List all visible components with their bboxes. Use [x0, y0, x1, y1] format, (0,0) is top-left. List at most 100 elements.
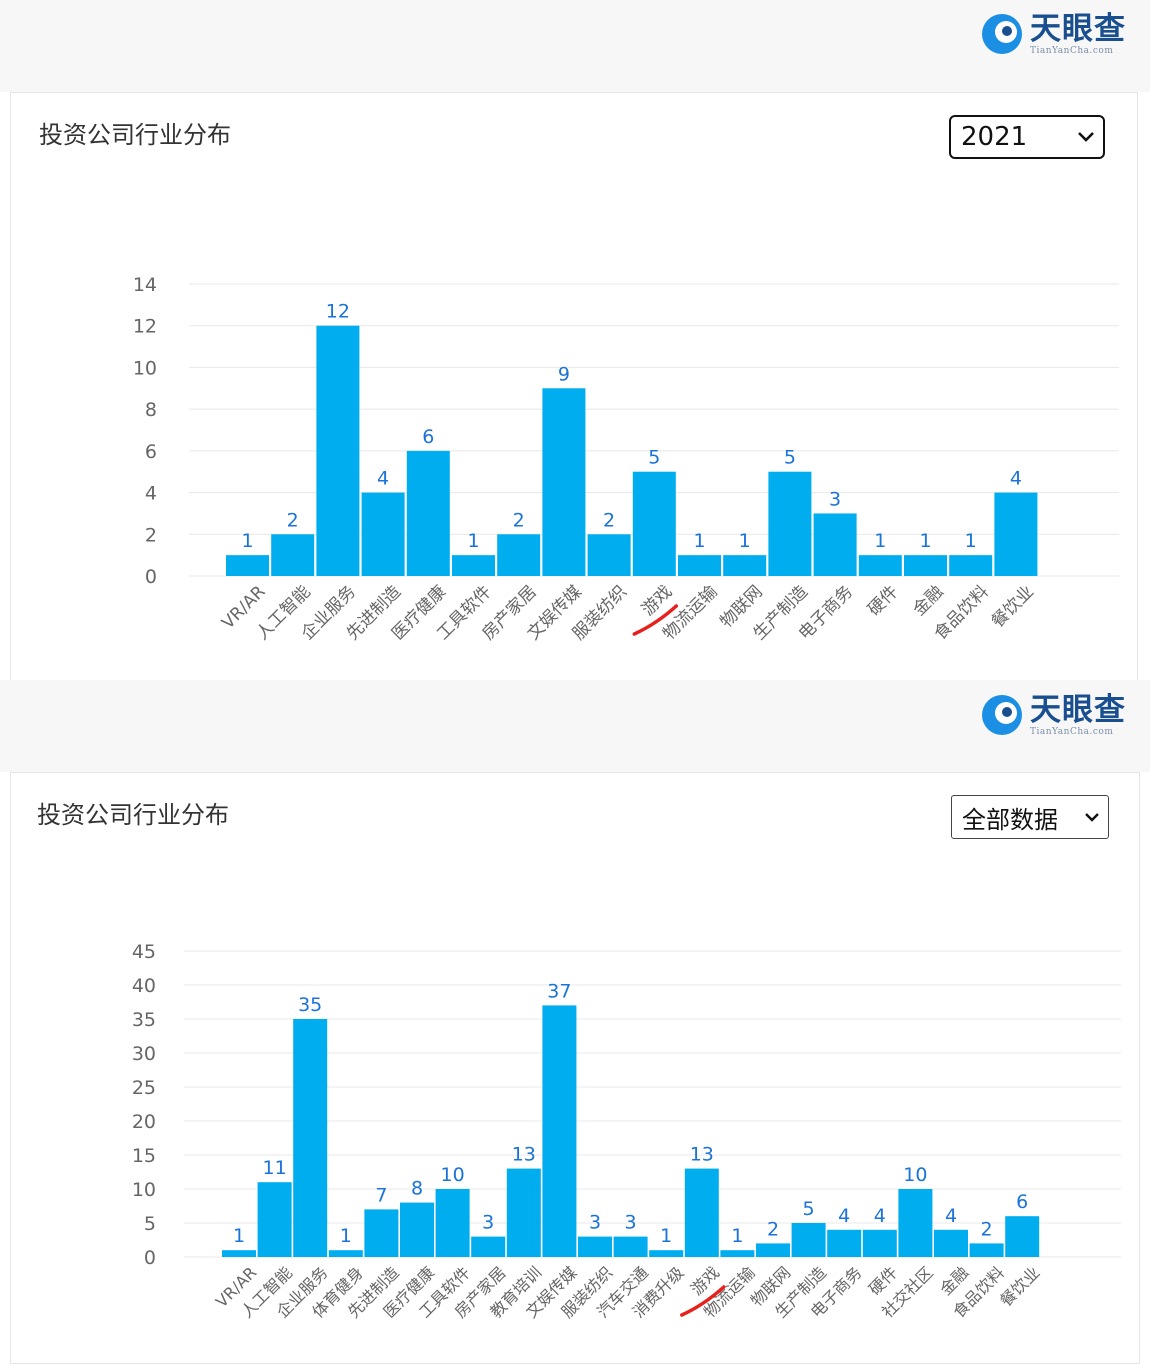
- bar-value-label: 2: [513, 509, 525, 531]
- bar: [226, 555, 269, 576]
- bar: [506, 1168, 541, 1257]
- bar-value-label: 11: [263, 1157, 287, 1179]
- bar-value-label: 2: [981, 1218, 993, 1240]
- bar-value-label: 1: [739, 530, 751, 552]
- y-tick-label: 5: [144, 1213, 156, 1235]
- bar: [222, 1250, 256, 1257]
- bar: [587, 534, 631, 576]
- bar: [934, 1229, 968, 1257]
- bar-value-label: 10: [903, 1164, 927, 1186]
- bar: [435, 1189, 470, 1257]
- bar-value-label: 12: [326, 301, 350, 323]
- bar-value-label: 8: [411, 1178, 423, 1200]
- data-range-select[interactable]: 全部数据: [951, 795, 1109, 839]
- bar-value-label: 10: [441, 1164, 465, 1186]
- bar: [497, 534, 541, 576]
- y-tick-label: 0: [145, 566, 157, 588]
- x-tick-label: 餐饮业: [996, 1263, 1043, 1310]
- bar: [949, 555, 993, 576]
- bar-value-label: 13: [512, 1144, 536, 1166]
- bar-value-label: 1: [874, 530, 886, 552]
- section-header-strip: [0, 680, 1150, 772]
- logo-icon: [982, 14, 1022, 54]
- x-tick-label: 游戏: [638, 582, 676, 620]
- bar-value-label: 13: [690, 1144, 714, 1166]
- bar: [452, 555, 495, 576]
- brand-domain: TianYanCha.com: [1030, 46, 1114, 56]
- y-tick-label: 30: [132, 1043, 156, 1065]
- red-underline-annotation: [632, 604, 679, 636]
- bar-value-label: 4: [1010, 468, 1022, 490]
- chevron-down-icon: [1078, 132, 1094, 142]
- bar: [898, 1189, 933, 1257]
- y-tick-label: 0: [144, 1247, 156, 1269]
- bar-value-label: 4: [838, 1205, 850, 1227]
- y-tick-label: 25: [132, 1077, 156, 1099]
- bar-value-label: 5: [648, 447, 660, 469]
- year-select[interactable]: 2021: [949, 115, 1105, 159]
- bar-value-label: 6: [1016, 1191, 1028, 1213]
- bar: [257, 1182, 292, 1257]
- x-tick-label: 餐饮业: [988, 582, 1038, 632]
- bar-value-label: 4: [377, 468, 389, 490]
- bar: [827, 1229, 862, 1257]
- bar-value-label: 2: [287, 509, 299, 531]
- bar: [756, 1243, 790, 1257]
- bar-value-label: 9: [558, 363, 570, 385]
- brand-domain: TianYanCha.com: [1030, 727, 1114, 737]
- y-tick-label: 4: [145, 483, 157, 505]
- chart-panel-all: 投资公司行业分布 全部数据 0 5 10 15 20 25 30 35 40 45 1 VR/AR 11…: [10, 772, 1140, 1364]
- y-tick-label: 40: [132, 975, 156, 997]
- y-tick-label: 14: [133, 274, 157, 296]
- x-tick-label: 硬件: [864, 582, 902, 620]
- bar-chart-2021: 024681012141VR/AR2人工智能12企业服务4先进制造6医疗健康1工…: [133, 274, 1119, 644]
- bar: [328, 1250, 363, 1257]
- data-range-select-value: 全部数据: [962, 805, 1058, 834]
- y-tick-label: 35: [132, 1009, 156, 1031]
- bar: [994, 492, 1038, 576]
- bar: [271, 534, 315, 576]
- bar: [400, 1202, 434, 1257]
- year-select-value: 2021: [961, 122, 1028, 152]
- bar: [293, 1019, 328, 1257]
- logo-icon: [982, 695, 1022, 735]
- bar-value-label: 37: [547, 980, 571, 1002]
- panel-title: 投资公司行业分布: [37, 801, 229, 829]
- bar-value-label: 4: [874, 1205, 886, 1227]
- bar: [578, 1236, 612, 1257]
- y-tick-label: 10: [132, 1179, 156, 1201]
- brand-name: 天眼查: [1030, 692, 1126, 728]
- bar: [720, 1250, 755, 1257]
- bar: [542, 388, 586, 576]
- x-tick-label: 金融: [909, 582, 947, 620]
- bar-value-label: 3: [589, 1212, 601, 1234]
- bar: [862, 1229, 897, 1257]
- bar-value-label: 1: [660, 1225, 672, 1247]
- bar: [649, 1250, 684, 1257]
- bar-value-label: 1: [731, 1225, 743, 1247]
- bar-value-label: 1: [919, 530, 931, 552]
- bar: [723, 555, 767, 576]
- bar: [632, 471, 676, 576]
- bar-value-label: 5: [803, 1198, 815, 1220]
- bar-value-label: 1: [241, 530, 253, 552]
- brand-name: 天眼查: [1030, 11, 1126, 47]
- bar: [406, 450, 450, 576]
- y-tick-label: 10: [133, 357, 157, 379]
- bar-value-label: 1: [467, 530, 479, 552]
- brand-logo: 天眼查 TianYanCha.com: [980, 693, 1126, 737]
- chart-panel-2021: 投资公司行业分布 2021 0 2 4 6 8 10 12 14 1 VR/AR 2 人工智能 12 企业…: [10, 92, 1138, 682]
- bar-value-label: 3: [829, 488, 841, 510]
- red-underline-annotation: [680, 1285, 726, 1317]
- bar-value-label: 1: [693, 530, 705, 552]
- bar-value-label: 2: [767, 1218, 779, 1240]
- bar: [969, 1243, 1004, 1257]
- bar-value-label: 4: [945, 1205, 957, 1227]
- panel-title: 投资公司行业分布: [39, 121, 231, 149]
- bar: [1005, 1216, 1040, 1257]
- bar-value-label: 1: [965, 530, 977, 552]
- y-tick-label: 6: [145, 441, 157, 463]
- bar: [471, 1236, 506, 1257]
- bar: [858, 555, 902, 576]
- brand-logo: 天眼查 TianYanCha.com: [980, 12, 1126, 56]
